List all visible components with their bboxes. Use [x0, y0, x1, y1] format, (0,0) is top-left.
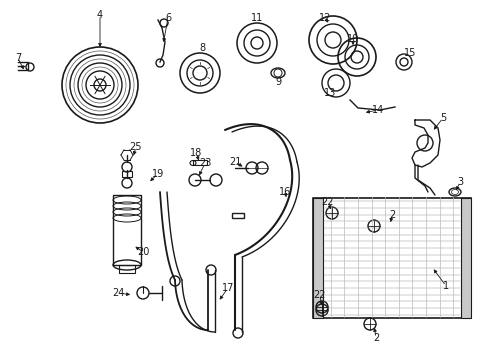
Bar — [312, 198, 470, 318]
Text: 5: 5 — [439, 113, 445, 123]
Bar — [193, 160, 206, 165]
Text: 2: 2 — [372, 333, 378, 343]
Text: 9: 9 — [274, 77, 281, 87]
Text: 12: 12 — [318, 13, 330, 23]
Bar — [460, 198, 470, 318]
Bar — [113, 195, 141, 265]
Text: 4: 4 — [97, 10, 103, 20]
Bar — [231, 213, 244, 218]
Text: 21: 21 — [228, 157, 241, 167]
Text: 15: 15 — [403, 48, 415, 58]
Text: 8: 8 — [199, 43, 204, 53]
Bar — [122, 171, 132, 177]
Text: 16: 16 — [278, 187, 290, 197]
Text: 13: 13 — [323, 88, 335, 98]
Text: 18: 18 — [189, 148, 202, 158]
Text: 14: 14 — [371, 105, 384, 115]
Bar — [312, 198, 323, 318]
Text: 17: 17 — [222, 283, 234, 293]
Text: 1: 1 — [442, 281, 448, 291]
Text: 20: 20 — [137, 247, 149, 257]
Text: 7: 7 — [15, 53, 21, 63]
Text: 22: 22 — [321, 197, 334, 207]
Bar — [119, 265, 135, 273]
Text: 24: 24 — [112, 288, 124, 298]
Text: 3: 3 — [456, 177, 462, 187]
Text: 6: 6 — [164, 13, 171, 23]
Text: 19: 19 — [152, 169, 164, 179]
Text: 23: 23 — [199, 158, 211, 168]
Text: 2: 2 — [388, 210, 394, 220]
Text: 25: 25 — [129, 142, 142, 152]
Text: 11: 11 — [250, 13, 263, 23]
Text: 22: 22 — [313, 290, 325, 300]
Text: 10: 10 — [346, 34, 358, 44]
